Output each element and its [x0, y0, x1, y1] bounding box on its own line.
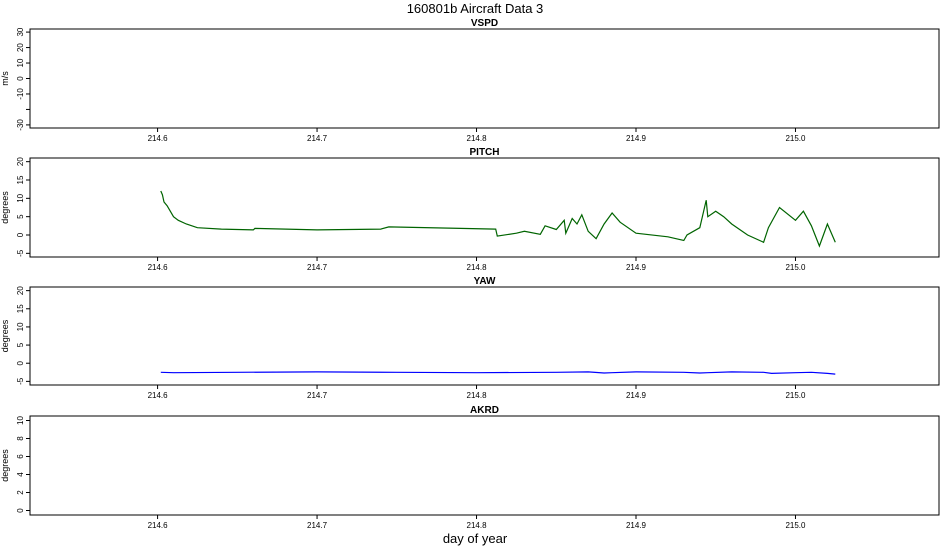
x-tick-label: 215.0 — [785, 134, 806, 143]
y-tick-label: 0 — [16, 232, 25, 237]
x-tick-label: 214.7 — [307, 521, 328, 530]
y-tick-label: 10 — [16, 416, 25, 425]
y-tick-label: 10 — [16, 58, 25, 67]
y-tick-label: 4 — [16, 472, 25, 477]
x-tick-label: 214.8 — [467, 521, 488, 530]
plot-frame — [29, 28, 940, 129]
plot-frame — [29, 157, 940, 258]
x-tick-label: 215.0 — [785, 263, 806, 272]
series-line — [160, 371, 836, 375]
x-tick-label: 214.6 — [148, 391, 169, 400]
y-axis-label: m/s — [0, 71, 10, 86]
y-tick-label: 5 — [16, 214, 25, 219]
y-tick-label: 10 — [16, 193, 25, 202]
panel-akrd: AKRD 0 2 4 6 8 10 degrees 214.6 214.7 214.8 214.9 21… — [0, 405, 940, 530]
y-tick-label: 5 — [16, 342, 25, 347]
x-tick-label: 214.6 — [148, 263, 169, 272]
y-axis-label: degrees — [0, 319, 10, 352]
x-tick-label: 214.7 — [307, 263, 328, 272]
panel-vspd: VSPD -30 -10 0 10 20 30 m/s 214.6 214.7 214.8 214.9… — [0, 18, 940, 143]
x-tick-label: 214.7 — [307, 134, 328, 143]
y-axis-label: degrees — [0, 191, 10, 224]
series-line — [160, 190, 836, 248]
y-tick-label: -5 — [16, 377, 25, 385]
x-tick-label: 214.9 — [626, 134, 647, 143]
x-tick-label: 215.0 — [785, 521, 806, 530]
y-tick-label: 15 — [16, 175, 25, 184]
x-tick-label: 214.9 — [626, 391, 647, 400]
panel-pitch: PITCH -5 0 5 10 15 20 degrees 214.6 214.7 214.8 214… — [0, 147, 940, 272]
panel-title: VSPD — [471, 18, 498, 29]
plot-frame — [29, 415, 940, 516]
y-tick-label: -30 — [16, 119, 25, 131]
y-tick-label: 8 — [16, 436, 25, 441]
y-tick-label: 6 — [16, 454, 25, 459]
y-tick-label: 20 — [16, 157, 25, 166]
x-axis-label: day of year — [443, 531, 508, 546]
chart-title: 160801b Aircraft Data 3 — [407, 1, 544, 16]
plot-frame — [29, 286, 940, 386]
x-tick-label: 215.0 — [785, 391, 806, 400]
y-tick-label: 0 — [16, 360, 25, 365]
y-axis-label: degrees — [0, 449, 10, 482]
y-tick-label: 0 — [16, 76, 25, 81]
panel-title: PITCH — [470, 147, 500, 158]
y-tick-label: 2 — [16, 490, 25, 495]
x-tick-label: 214.6 — [148, 521, 169, 530]
x-tick-label: 214.9 — [626, 263, 647, 272]
x-tick-label: 214.9 — [626, 521, 647, 530]
x-tick-label: 214.7 — [307, 391, 328, 400]
x-tick-label: 214.8 — [467, 391, 488, 400]
y-tick-label: 20 — [16, 43, 25, 52]
y-tick-label: 10 — [16, 322, 25, 331]
y-tick-label: -5 — [16, 249, 25, 257]
y-tick-label: 20 — [16, 286, 25, 295]
panel-title: YAW — [474, 276, 496, 287]
x-tick-label: 214.6 — [148, 134, 169, 143]
panel-yaw: YAW -5 0 5 10 15 20 degrees 214.6 214.7 214.8 214.9… — [0, 276, 940, 400]
panel-title: AKRD — [470, 405, 499, 416]
y-tick-label: 30 — [16, 27, 25, 36]
y-tick-label: 15 — [16, 304, 25, 313]
x-tick-label: 214.8 — [467, 134, 488, 143]
y-tick-label: 0 — [16, 508, 25, 513]
x-tick-label: 214.8 — [467, 263, 488, 272]
y-tick-label: -10 — [16, 88, 25, 100]
